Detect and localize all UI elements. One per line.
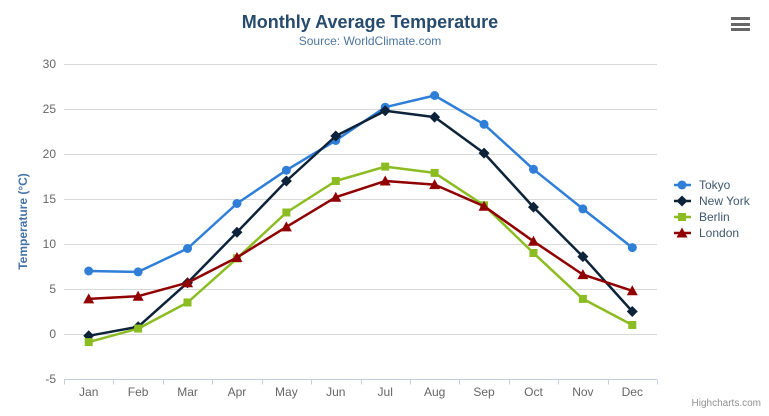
diamond-marker-icon (429, 111, 441, 123)
series-tokyo (84, 91, 637, 277)
diamond-marker-icon (676, 195, 688, 207)
square-marker-icon (628, 321, 637, 329)
circle-marker-icon (627, 243, 637, 253)
y-axis-tick-label: 5 (49, 282, 56, 296)
circle-marker-icon (677, 180, 687, 190)
y-axis-tick-label: 20 (43, 147, 57, 161)
diamond-marker-icon (478, 147, 490, 159)
x-axis-tick-label: Dec (622, 385, 643, 399)
square-marker-icon (529, 249, 538, 257)
legend-diamond-icon (674, 195, 691, 207)
diamond-marker-icon (626, 306, 638, 317)
square-marker-icon (578, 294, 587, 303)
triangle-marker-icon (330, 191, 342, 202)
x-axis-tick-label: May (275, 385, 298, 399)
series-london (83, 175, 638, 304)
circle-marker-icon (183, 244, 193, 253)
x-axis-tick-label: Jun (326, 385, 345, 399)
legend-item-label: Tokyo (699, 178, 731, 192)
legend-item-berlin[interactable]: Berlin (674, 209, 750, 225)
export-menu-button[interactable] (729, 15, 753, 33)
legend-triangle-icon (674, 227, 691, 238)
y-axis-tick-label: 15 (43, 192, 57, 206)
legend-item-new-york[interactable]: New York (674, 193, 750, 209)
triangle-marker-icon (280, 221, 292, 232)
triangle-marker-icon (527, 235, 539, 246)
series-line (87, 179, 634, 301)
square-marker-icon (678, 213, 686, 221)
legend-item-label: Berlin (699, 210, 730, 224)
chart-subtitle: Source: WorldClimate.com (298, 34, 442, 48)
circle-marker-icon (528, 164, 538, 174)
series-line (87, 94, 634, 274)
x-axis-tick-label: Nov (572, 385, 593, 399)
legend-item-label: London (699, 226, 740, 240)
series-line (87, 109, 634, 338)
legend-item-tokyo[interactable]: Tokyo (674, 177, 750, 193)
series-line (87, 165, 634, 344)
hamburger-icon (731, 17, 750, 20)
diamond-marker-icon (527, 201, 539, 213)
legend: Tokyo New York Berlin London (674, 177, 750, 241)
x-axis-tick-label: Mar (177, 385, 198, 399)
x-axis-tick-label: Aug (424, 385, 445, 399)
diamond-marker-icon (577, 251, 589, 263)
x-axis-tick-label: Feb (128, 385, 149, 399)
triangle-marker-icon (626, 285, 638, 296)
x-axis-tick-label: Oct (524, 385, 543, 399)
square-marker-icon (381, 162, 390, 171)
triangle-marker-icon (429, 179, 441, 190)
circle-marker-icon (578, 204, 588, 214)
square-marker-icon (84, 338, 93, 347)
chart-title: Monthly Average Temperature (241, 12, 499, 32)
triangle-marker-icon (83, 293, 95, 304)
legend-item-label: New York (699, 194, 750, 208)
diamond-marker-icon (231, 226, 243, 238)
hamburger-icon (731, 28, 750, 31)
series-new-york (83, 105, 638, 342)
triangle-marker-icon (182, 277, 194, 288)
square-marker-icon (282, 208, 291, 217)
legend-square-icon (674, 213, 691, 221)
square-marker-icon (134, 324, 143, 333)
legend-circle-icon (674, 180, 691, 190)
triangle-marker-icon (478, 200, 490, 211)
square-marker-icon (183, 298, 192, 307)
circle-marker-icon (232, 199, 242, 208)
y-axis-tick-label: 0 (49, 327, 56, 341)
y-axis-tick-label: 30 (43, 57, 57, 71)
x-axis-tick-label: Jan (79, 385, 98, 399)
x-axis-tick-label: Apr (228, 385, 247, 399)
diamond-marker-icon (379, 105, 391, 117)
circle-marker-icon (133, 267, 143, 277)
diamond-marker-icon (330, 130, 342, 142)
triangle-marker-icon (577, 269, 589, 280)
x-axis-tick-label: Jul (378, 385, 393, 399)
credits-link[interactable]: Highcharts.com (691, 398, 761, 409)
circle-marker-icon (430, 91, 440, 100)
circle-marker-icon (479, 119, 489, 129)
y-axis-title: Temperature (°C) (16, 173, 30, 270)
diamond-marker-icon (280, 175, 292, 187)
hamburger-icon (731, 22, 750, 26)
triangle-marker-icon (132, 290, 144, 301)
square-marker-icon (430, 168, 439, 177)
y-axis-tick-label: 10 (43, 237, 57, 251)
triangle-marker-icon (379, 175, 391, 186)
x-axis-tick-label: Sep (473, 385, 495, 399)
y-axis-tick-label: -5 (45, 372, 56, 386)
square-marker-icon (331, 177, 340, 185)
triangle-marker-icon (676, 227, 688, 238)
triangle-marker-icon (231, 252, 243, 262)
circle-marker-icon (281, 165, 291, 175)
circle-marker-icon (84, 266, 94, 276)
legend-item-london[interactable]: London (674, 225, 750, 241)
y-axis-tick-label: 25 (43, 102, 57, 116)
